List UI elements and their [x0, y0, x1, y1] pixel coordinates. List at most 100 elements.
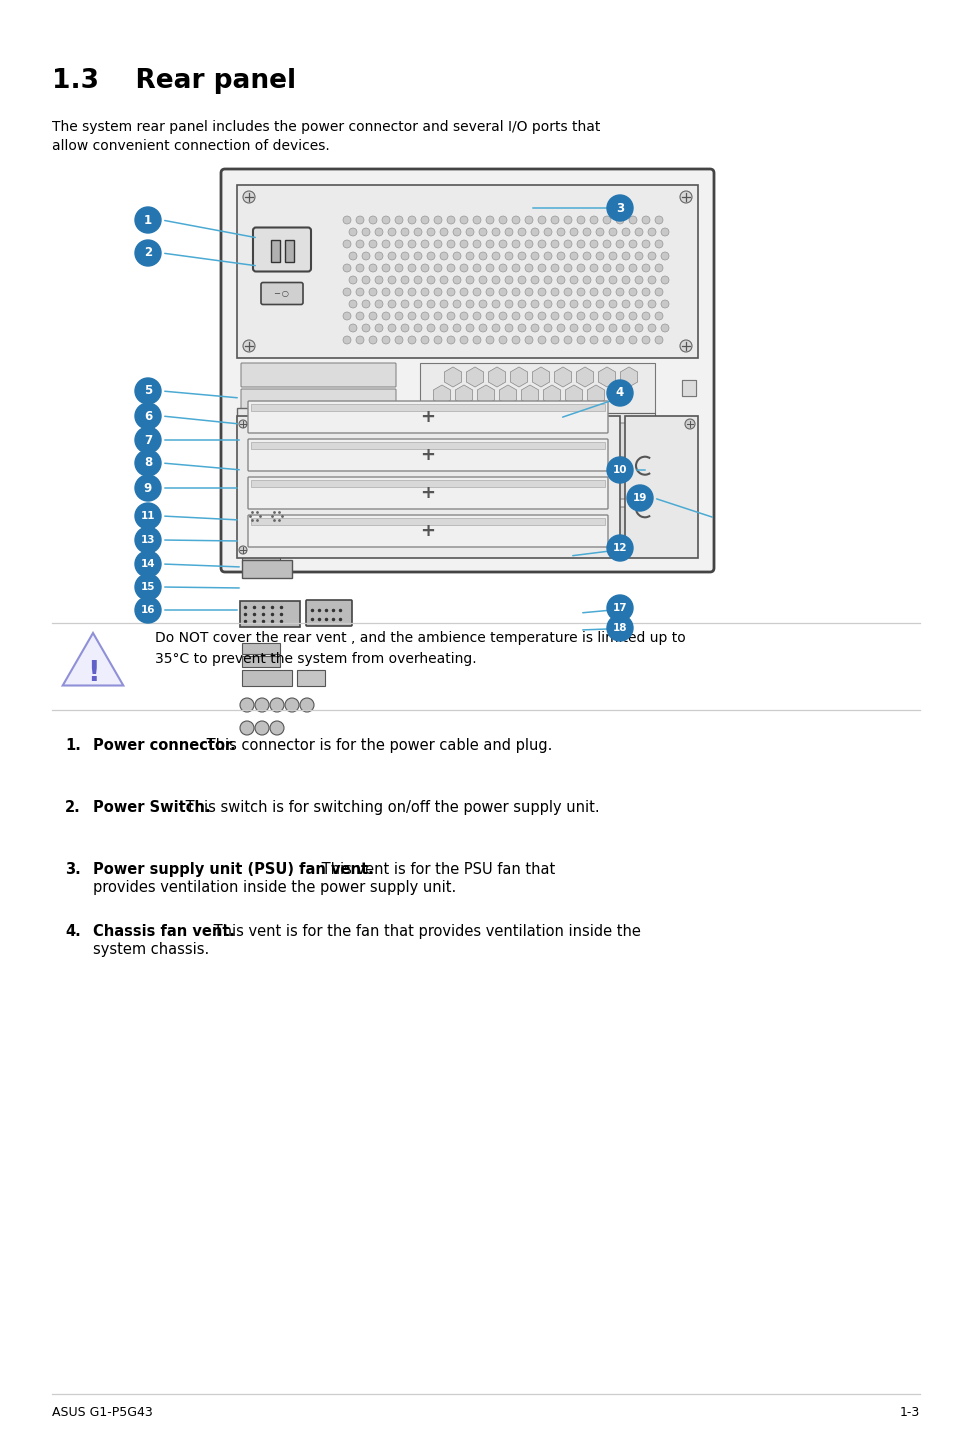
Circle shape	[569, 276, 578, 283]
Bar	[242, 670, 292, 686]
Circle shape	[395, 240, 402, 247]
Circle shape	[270, 720, 284, 735]
Circle shape	[485, 240, 494, 247]
Bar	[251, 518, 604, 525]
Text: 1: 1	[144, 213, 152, 227]
Text: 6: 6	[144, 410, 152, 423]
Circle shape	[628, 240, 637, 247]
Circle shape	[563, 336, 572, 344]
Circle shape	[655, 336, 662, 344]
Bar	[681, 380, 696, 395]
Circle shape	[551, 288, 558, 296]
Text: Chassis fan vent.: Chassis fan vent.	[92, 925, 234, 939]
Circle shape	[543, 252, 552, 260]
Bar	[296, 670, 325, 686]
Circle shape	[641, 336, 649, 344]
Circle shape	[135, 240, 161, 266]
Circle shape	[485, 336, 494, 344]
Circle shape	[420, 265, 429, 272]
Circle shape	[439, 252, 448, 260]
Circle shape	[582, 229, 590, 236]
Circle shape	[616, 336, 623, 344]
Circle shape	[616, 265, 623, 272]
Circle shape	[254, 720, 269, 735]
Circle shape	[628, 265, 637, 272]
Circle shape	[582, 301, 590, 308]
Circle shape	[408, 312, 416, 321]
Circle shape	[492, 229, 499, 236]
Circle shape	[447, 312, 455, 321]
Circle shape	[524, 265, 533, 272]
Circle shape	[243, 339, 254, 352]
Text: 3: 3	[616, 201, 623, 214]
Circle shape	[478, 301, 486, 308]
Circle shape	[408, 240, 416, 247]
Circle shape	[381, 265, 390, 272]
Circle shape	[381, 336, 390, 344]
Circle shape	[563, 312, 572, 321]
Bar	[271, 240, 280, 262]
Circle shape	[427, 229, 435, 236]
Circle shape	[635, 229, 642, 236]
Circle shape	[135, 427, 161, 453]
Circle shape	[563, 288, 572, 296]
Bar	[242, 643, 280, 654]
Circle shape	[349, 276, 356, 283]
Circle shape	[641, 312, 649, 321]
Circle shape	[569, 301, 578, 308]
Circle shape	[596, 276, 603, 283]
Circle shape	[459, 265, 468, 272]
Circle shape	[616, 312, 623, 321]
Circle shape	[375, 301, 382, 308]
Circle shape	[135, 574, 161, 600]
Text: This vent is for the PSU fan that: This vent is for the PSU fan that	[317, 861, 555, 877]
Circle shape	[361, 229, 370, 236]
Circle shape	[400, 324, 409, 332]
FancyBboxPatch shape	[248, 439, 607, 472]
Circle shape	[388, 252, 395, 260]
FancyBboxPatch shape	[248, 477, 607, 509]
Circle shape	[647, 276, 656, 283]
Circle shape	[608, 229, 617, 236]
Text: 2.: 2.	[65, 800, 81, 815]
Circle shape	[465, 229, 474, 236]
Circle shape	[453, 301, 460, 308]
Text: 15: 15	[141, 582, 155, 592]
Circle shape	[551, 265, 558, 272]
Circle shape	[626, 485, 652, 510]
Circle shape	[569, 229, 578, 236]
Circle shape	[414, 324, 421, 332]
Circle shape	[492, 252, 499, 260]
Circle shape	[414, 252, 421, 260]
Circle shape	[427, 276, 435, 283]
Circle shape	[492, 276, 499, 283]
Circle shape	[577, 336, 584, 344]
Text: 1.: 1.	[65, 738, 81, 754]
Circle shape	[447, 288, 455, 296]
Circle shape	[395, 265, 402, 272]
Circle shape	[459, 288, 468, 296]
Circle shape	[343, 240, 351, 247]
Circle shape	[427, 301, 435, 308]
Circle shape	[504, 276, 513, 283]
Circle shape	[135, 551, 161, 577]
FancyBboxPatch shape	[306, 600, 352, 626]
Circle shape	[537, 240, 545, 247]
Circle shape	[563, 265, 572, 272]
Circle shape	[135, 378, 161, 404]
Circle shape	[369, 288, 376, 296]
Circle shape	[355, 265, 364, 272]
Circle shape	[577, 312, 584, 321]
Circle shape	[388, 229, 395, 236]
Circle shape	[569, 324, 578, 332]
Circle shape	[135, 403, 161, 429]
Circle shape	[395, 336, 402, 344]
Circle shape	[647, 229, 656, 236]
Circle shape	[478, 276, 486, 283]
Text: 11: 11	[141, 510, 155, 521]
Circle shape	[485, 288, 494, 296]
Circle shape	[628, 216, 637, 224]
FancyBboxPatch shape	[429, 464, 645, 499]
Circle shape	[647, 324, 656, 332]
Circle shape	[543, 276, 552, 283]
